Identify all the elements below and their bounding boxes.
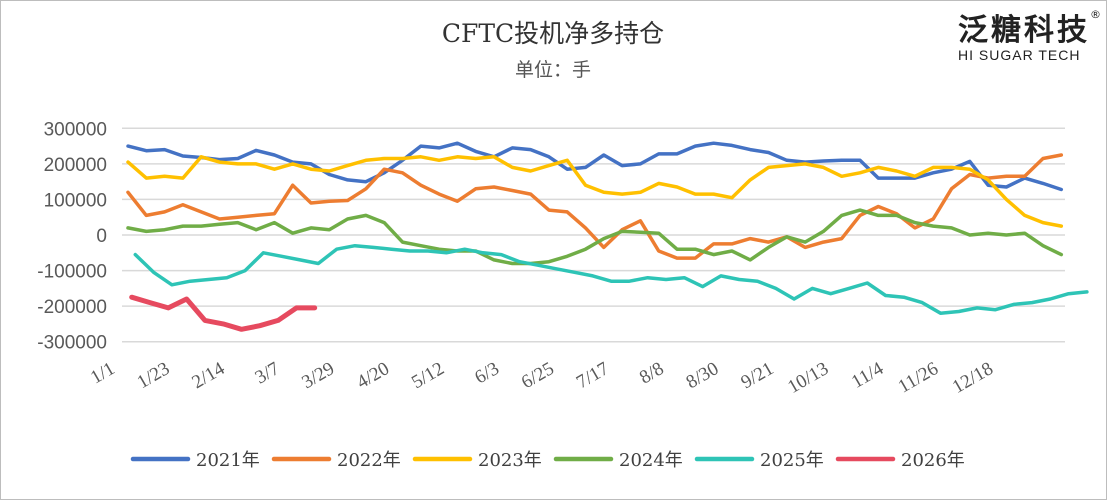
x-tick-label: 3/29 [298,358,338,393]
legend-item[interactable]: 2022年 [271,450,401,471]
x-tick-label: 7/17 [573,358,613,393]
series-line-2 [126,155,1064,228]
y-tick-label: 100000 [44,190,107,211]
x-tick-label: 2/14 [189,358,229,393]
y-tick-label: 0 [96,226,107,247]
x-tick-label: 5/12 [408,358,448,393]
legend-label: 2025年 [760,450,824,471]
legend-item[interactable]: 2023年 [412,450,542,471]
legend-label: 2023年 [478,450,542,471]
x-tick-label: 6/25 [518,358,558,393]
x-tick-label: 8/8 [636,358,668,388]
x-tick-label: 11/26 [895,358,942,397]
logo: 泛糖科技 ® HI SUGAR TECH [958,8,1101,63]
legend-item[interactable]: 2021年 [130,450,260,471]
y-tick-label: -100000 [37,262,107,283]
legend-item[interactable]: 2024年 [553,450,683,471]
x-tick-label: 8/30 [683,358,723,393]
y-tick-label: 300000 [44,119,107,140]
registered-mark: ® [1090,8,1101,21]
legend-label: 2021年 [196,450,260,471]
y-tick-label: 200000 [44,155,107,176]
legend-item[interactable]: 2025年 [694,450,824,471]
chart-subtitle: 单位：手 [515,59,591,81]
logo-sub: HI SUGAR TECH [958,47,1080,63]
logo-name: 泛糖科技 [958,13,1090,48]
series-line-4 [133,243,1089,315]
x-tick-label: 9/21 [738,358,778,393]
series-line-5 [129,294,318,332]
x-tick-label: 4/20 [353,358,393,393]
series-line-0 [126,141,1064,192]
x-tick-label: 3/7 [252,358,284,388]
x-tick-label: 12/18 [949,358,997,398]
y-tick-label: -300000 [37,333,107,354]
legend-item[interactable]: 2026年 [835,450,965,471]
y-tick-label: -200000 [37,297,107,318]
series-line-3 [126,208,1064,266]
x-tick-label: 10/13 [784,358,832,398]
legend-label: 2022年 [337,450,401,471]
legend-label: 2026年 [901,450,965,471]
chart-title: CFTC投机净多持仓 [442,19,664,48]
x-tick-label: 6/3 [471,358,503,388]
x-tick-label: 1/23 [134,358,174,393]
x-tick-label: 11/4 [848,358,888,393]
x-tick-label: 1/1 [87,358,119,388]
legend-label: 2024年 [619,450,683,471]
